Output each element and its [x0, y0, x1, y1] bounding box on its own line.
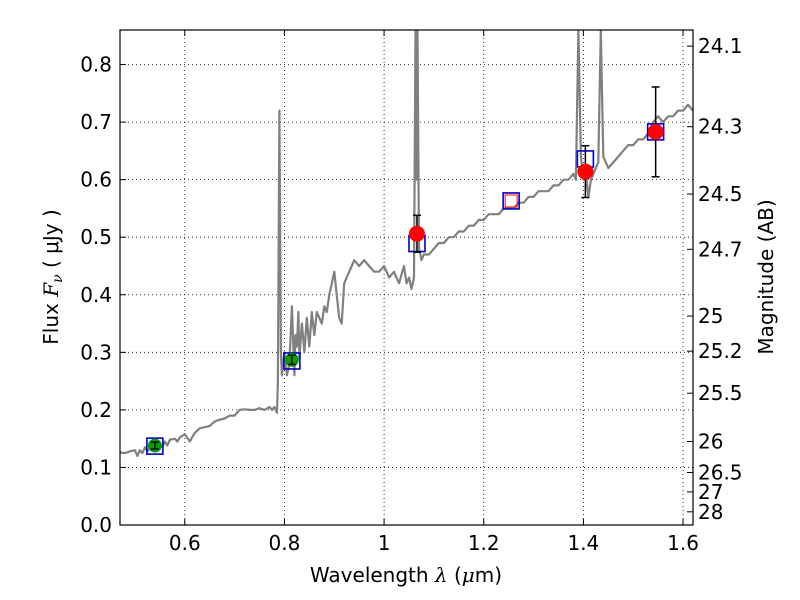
- data-series: [120, 30, 693, 457]
- x-axis-label: Wavelength λ (μm): [310, 563, 502, 587]
- plot-frame: [119, 29, 694, 526]
- y-tick-label: 0.0: [80, 513, 112, 537]
- right-tick-label: 28: [698, 500, 723, 524]
- y-tick-label: 0.1: [80, 455, 112, 479]
- right-tick-label: 25.2: [698, 339, 743, 363]
- observed-point-red: [577, 163, 594, 180]
- y-tick-label: 0.5: [80, 225, 112, 249]
- y-tick-label: 0.3: [80, 340, 112, 364]
- y-tick-label: 0.4: [80, 283, 112, 307]
- right-tick-label: 25: [698, 304, 723, 328]
- x-tick-label: 0.6: [169, 531, 201, 555]
- y-tick-label: 0.2: [80, 398, 112, 422]
- right-tick-label: 26: [698, 430, 723, 454]
- right-tick-label: 26.5: [698, 461, 743, 485]
- x-tick-label: 0.8: [269, 531, 301, 555]
- x-tick-label: 1.6: [667, 531, 699, 555]
- right-axis-label: Magnitude (AB): [754, 199, 778, 354]
- model-flux-square: [502, 192, 520, 210]
- observed-point-red: [408, 225, 425, 242]
- y-tick-label: 0.7: [80, 110, 112, 134]
- x-tick-label: 1.2: [468, 531, 500, 555]
- right-tick-label: 24.3: [698, 115, 743, 139]
- right-tick-label: 27: [698, 480, 723, 504]
- model-flux-square: [146, 437, 164, 455]
- right-tick-label: 24.1: [698, 34, 743, 58]
- plot-area: [120, 30, 693, 457]
- y-tick-label: 0.6: [80, 168, 112, 192]
- x-tick-label: 1: [378, 531, 391, 555]
- axis-ticks: 0.6 0.8 1 1.2 1.4 1.6 0.0 0.1 0.2 0.3 0.4 0.5 0.6 0.7…: [80, 30, 743, 555]
- right-tick-label: 24.5: [698, 182, 743, 206]
- observed-open-square: [504, 194, 518, 208]
- right-tick-label: 24.7: [698, 237, 743, 261]
- y-axis-label: Flux Fν ( μJy ): [39, 209, 66, 344]
- right-tick-label: 25.5: [698, 381, 743, 405]
- y-tick-label: 0.8: [80, 53, 112, 77]
- grid-lines: [120, 30, 693, 526]
- x-tick-label: 1.4: [567, 531, 599, 555]
- observed-point-red: [647, 123, 664, 140]
